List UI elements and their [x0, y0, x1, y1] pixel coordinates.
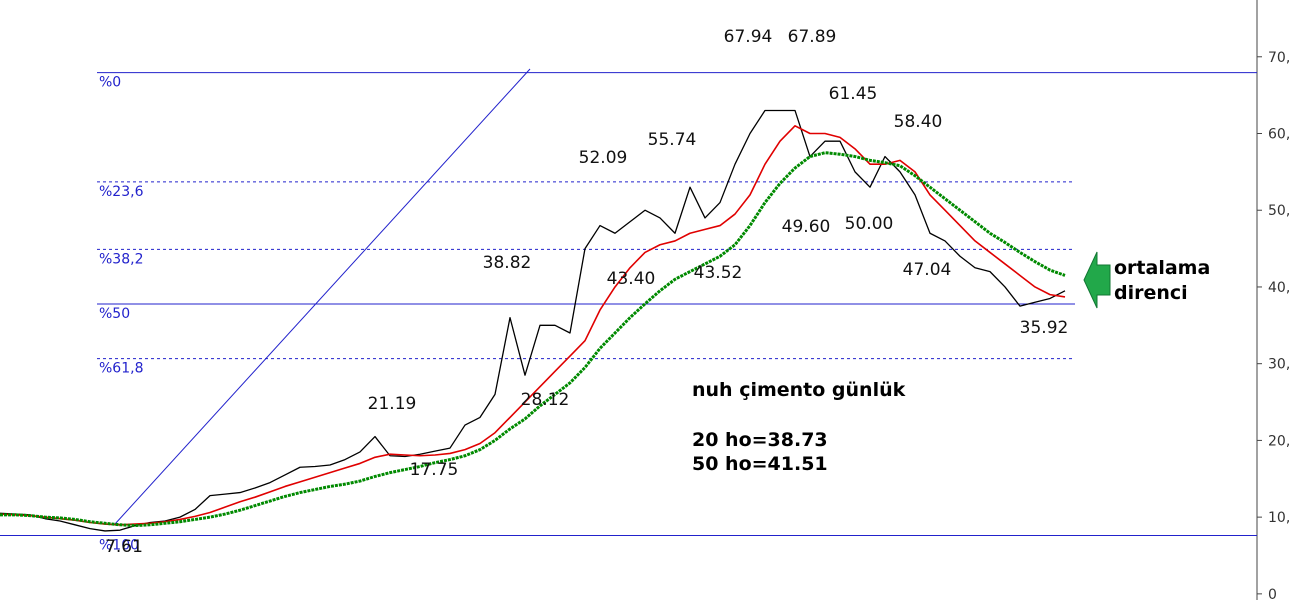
fib-label: %61,8 [99, 361, 143, 377]
price-label: 52.09 [579, 148, 628, 168]
arrow [1083, 251, 1111, 309]
y-tick-label: 70, [1268, 50, 1290, 66]
price-label: 43.52 [694, 263, 743, 283]
fib-label: %50 [99, 306, 130, 322]
price-label: 21.19 [368, 394, 417, 414]
price-label: 35.92 [1020, 318, 1069, 338]
series-line [0, 125, 1066, 526]
y-tick-label: 10, [1268, 510, 1290, 526]
price-label: 61.45 [829, 84, 878, 104]
y-tick-label: 60, [1268, 127, 1290, 143]
price-label: 7.61 [105, 537, 143, 557]
price-label: 67.89 [788, 27, 837, 47]
price-label: 55.74 [648, 130, 697, 150]
y-tick-label: 50, [1268, 203, 1290, 219]
fib-label: %100 [99, 537, 139, 553]
price-label: 43.40 [607, 269, 656, 289]
arrow-label: ortalama [1114, 257, 1210, 279]
price-label: 67.94 [724, 27, 773, 47]
price-label: 58.40 [894, 112, 943, 132]
note: 50 ho=41.51 [692, 453, 828, 475]
price-label: 47.04 [903, 260, 952, 280]
fib-label: %23,6 [99, 184, 144, 200]
price-label: 38.82 [483, 253, 532, 273]
series-line [0, 151, 1066, 528]
price-label: 28.12 [521, 390, 570, 410]
note: 20 ho=38.73 [692, 429, 828, 451]
y-tick-label: 40, [1268, 280, 1290, 296]
y-tick-label: 20, [1268, 433, 1290, 449]
y-tick-label: 30, [1268, 357, 1290, 373]
price-label: 49.60 [782, 217, 831, 237]
fib-label: %38,2 [99, 251, 143, 267]
trend-line [114, 68, 531, 525]
y-tick-label: 0 [1268, 587, 1277, 600]
price-label: 50.00 [845, 214, 894, 234]
chart-title: nuh çimento günlük [692, 379, 906, 401]
price-label: 17.75 [410, 460, 459, 480]
series-line [0, 109, 1066, 532]
arrow-label: direnci [1114, 282, 1188, 304]
fib-label: %0 [99, 75, 121, 91]
